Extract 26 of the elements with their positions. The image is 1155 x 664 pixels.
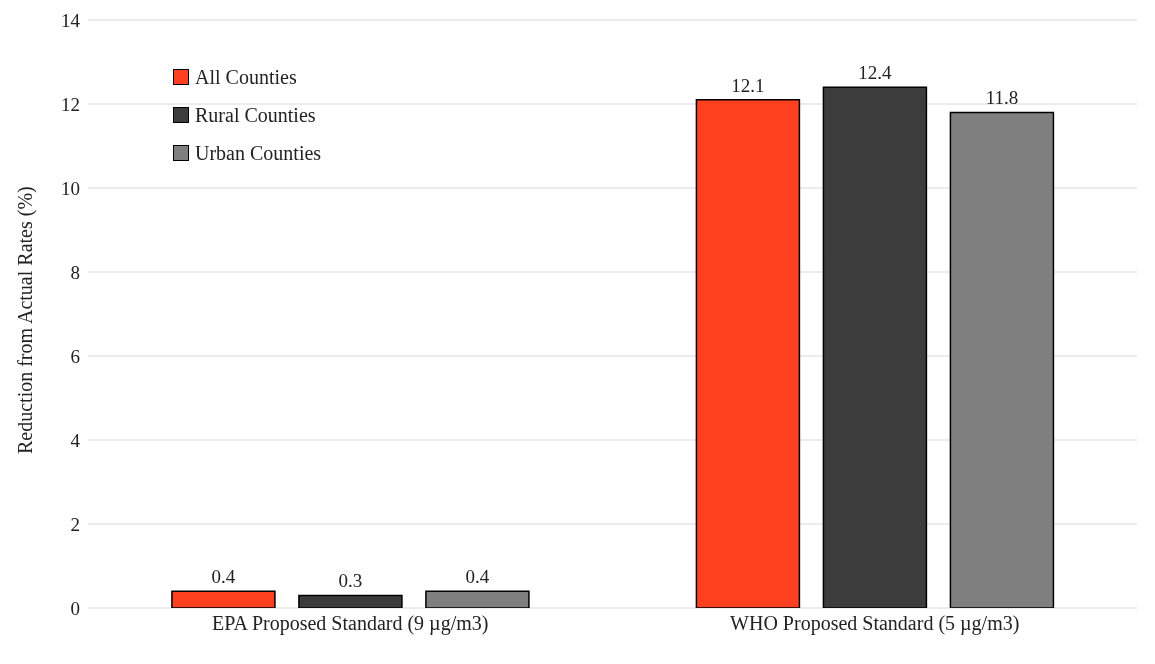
x-tick-label: WHO Proposed Standard (5 µg/m3) [730,612,1020,636]
y-tick-label: 2 [70,513,80,535]
legend-label: Urban Counties [195,141,322,166]
y-tick-label: 8 [70,261,80,283]
y-axis-title: Reduction from Actual Rates (%) [14,186,38,454]
bar [298,594,403,608]
legend-label: All Counties [195,65,297,90]
y-tick-label: 4 [70,429,81,451]
bar [425,590,530,608]
data-label: 12.4 [858,62,893,84]
data-label: 0.3 [338,570,363,592]
data-label: 0.4 [465,566,490,588]
y-tick-label: 12 [61,93,80,115]
y-tick-label: 6 [70,345,80,367]
data-label: 11.8 [985,87,1019,109]
y-tick-label: 14 [61,9,81,31]
bar [695,99,801,608]
data-label: 0.4 [211,566,236,588]
bar [949,111,1055,608]
y-tick-label: 0 [70,597,80,619]
bar [171,590,276,608]
bar [822,86,928,608]
y-tick-label: 10 [61,177,80,199]
legend-label: Rural Counties [195,103,316,128]
data-label: 12.1 [731,74,765,96]
x-tick-label: EPA Proposed Standard (9 µg/m3) [212,612,489,636]
